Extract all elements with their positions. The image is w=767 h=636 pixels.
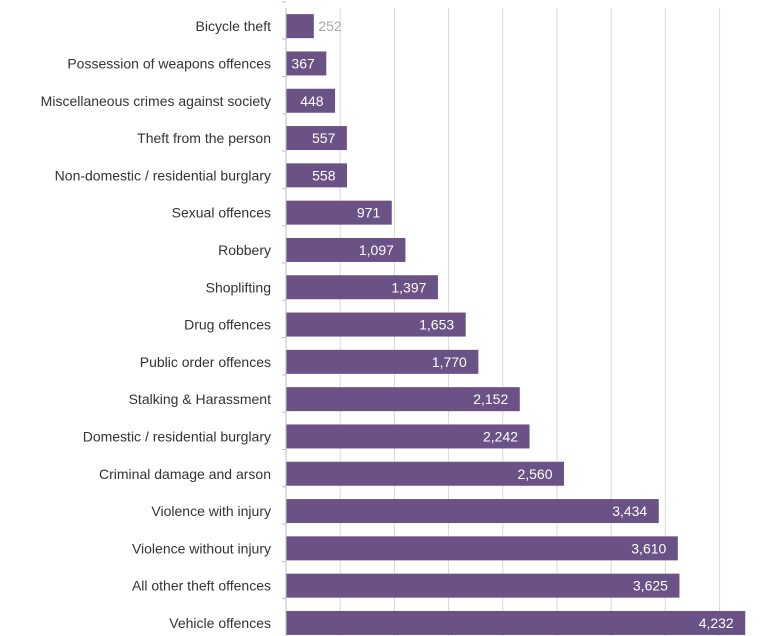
bar-15 (286, 573, 680, 598)
bar-16 (286, 610, 746, 635)
category-label: Miscellaneous crimes against society (41, 93, 271, 109)
category-label: Public order offences (140, 354, 271, 370)
bar-3 (286, 126, 347, 151)
value-label: 367 (291, 55, 315, 71)
bar-0 (286, 14, 314, 39)
bars (286, 14, 746, 635)
category-label: Robbery (218, 242, 271, 258)
bar-6 (286, 237, 406, 262)
category-label: Drug offences (184, 317, 271, 333)
bar-2 (286, 88, 336, 113)
category-labels: Bicycle theft Possession of weapons offen… (41, 18, 271, 631)
category-label: Violence with injury (151, 503, 271, 519)
category-label: Non-domestic / residential burglary (55, 167, 271, 183)
category-label: Violence without injury (132, 540, 271, 556)
category-label: Criminal damage and arson (99, 466, 271, 482)
category-label: Bicycle theft (196, 18, 272, 34)
value-label: 3,434 (612, 503, 647, 519)
bar-5 (286, 200, 392, 225)
value-label: 2,560 (517, 466, 552, 482)
category-label: Sexual offences (172, 205, 271, 221)
bar-7 (286, 275, 438, 300)
value-label: 1,397 (391, 279, 426, 295)
category-label: Stalking & Harassment (129, 391, 272, 407)
value-label: 448 (300, 93, 324, 109)
value-label: 4,232 (699, 615, 734, 631)
category-label: Vehicle offences (169, 615, 271, 631)
bar-11 (286, 424, 530, 449)
value-label: 2,152 (473, 391, 508, 407)
value-label: 1,653 (419, 317, 454, 333)
category-label: Possession of weapons offences (67, 55, 271, 71)
bar-8 (286, 312, 466, 337)
category-label: All other theft offences (132, 578, 271, 594)
bar-14 (286, 536, 678, 561)
value-label: 252 (318, 18, 342, 34)
category-label: Domestic / residential burglary (83, 428, 271, 444)
value-label: 558 (312, 167, 336, 183)
bar-1 (286, 51, 327, 76)
bar-10 (286, 387, 520, 412)
bar-13 (286, 499, 659, 524)
value-label: 557 (312, 130, 336, 146)
gridlines (282, 1, 721, 636)
bar-12 (286, 461, 565, 486)
value-label: 971 (357, 205, 381, 221)
category-label: Theft from the person (137, 130, 271, 146)
value-labels: 252 367 448 557 558 971 1,097 1,397 1,653 1,770 2,… (291, 18, 734, 631)
value-label: 3,625 (633, 578, 668, 594)
category-label: Shoplifting (206, 279, 271, 295)
value-label: 1,097 (359, 242, 394, 258)
bar-4 (286, 163, 347, 188)
value-label: 1,770 (432, 354, 467, 370)
value-label: 3,610 (631, 540, 666, 556)
value-label: 2,242 (483, 428, 518, 444)
bar-9 (286, 349, 479, 374)
